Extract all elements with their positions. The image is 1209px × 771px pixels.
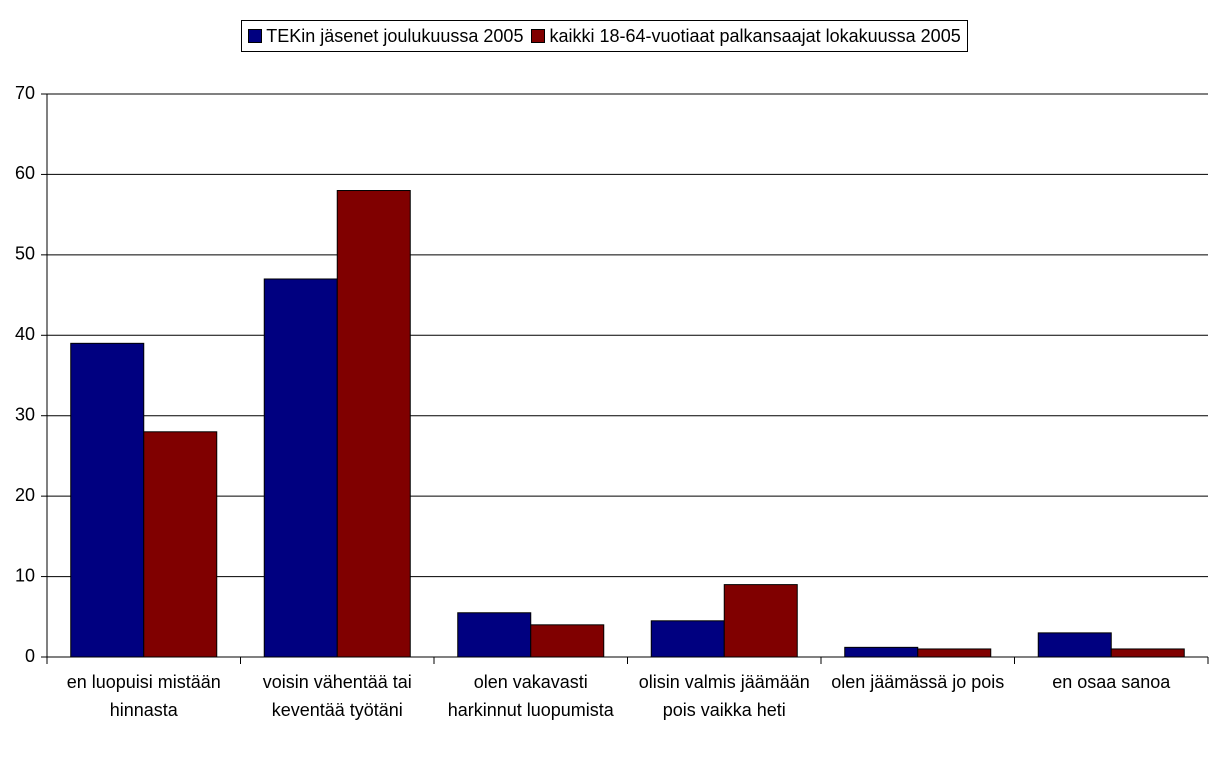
legend: TEKin jäsenet joulukuussa 2005 kaikki 18-… — [0, 20, 1209, 52]
bar — [917, 648, 992, 658]
y-tick-label: 20 — [15, 485, 35, 505]
bar — [70, 342, 145, 658]
legend-item: kaikki 18-64-vuotiaat palkansaajat lokak… — [531, 23, 961, 49]
x-tick-label: voisin vähentää tai keventää työtäni — [262, 672, 412, 720]
bar — [650, 620, 725, 658]
bar — [530, 624, 605, 658]
bar — [336, 190, 411, 658]
y-tick-label: 50 — [15, 244, 35, 264]
y-tick-label: 70 — [15, 83, 35, 103]
bar — [844, 646, 919, 658]
legend-label: TEKin jäsenet joulukuussa 2005 — [266, 26, 524, 46]
bar — [723, 584, 798, 658]
x-tick-label: olisin valmis jäämään pois vaikka heti — [638, 672, 810, 720]
bar — [457, 612, 532, 658]
x-tick-label: olen jäämässä jo pois — [831, 672, 1005, 692]
x-tick-label: en osaa sanoa — [1052, 672, 1171, 692]
y-tick-label: 10 — [15, 565, 35, 585]
x-tick-label: olen vakavasti harkinnut luopumista — [447, 672, 614, 720]
y-tick-label: 40 — [15, 324, 35, 344]
x-tick-label: en luopuisi mistään hinnasta — [66, 672, 221, 720]
legend-swatch — [248, 29, 263, 43]
y-tick-label: 0 — [25, 646, 35, 666]
bar — [263, 278, 338, 658]
bar — [1110, 648, 1185, 658]
y-tick-label: 30 — [15, 404, 35, 424]
y-tick-label: 60 — [15, 163, 35, 183]
legend-swatch — [531, 29, 546, 43]
legend-box: TEKin jäsenet joulukuussa 2005 kaikki 18-… — [241, 20, 968, 52]
bar — [1037, 632, 1112, 658]
legend-item: TEKin jäsenet joulukuussa 2005 — [248, 23, 523, 49]
legend-label: kaikki 18-64-vuotiaat palkansaajat lokak… — [549, 26, 961, 46]
bar — [143, 431, 218, 658]
